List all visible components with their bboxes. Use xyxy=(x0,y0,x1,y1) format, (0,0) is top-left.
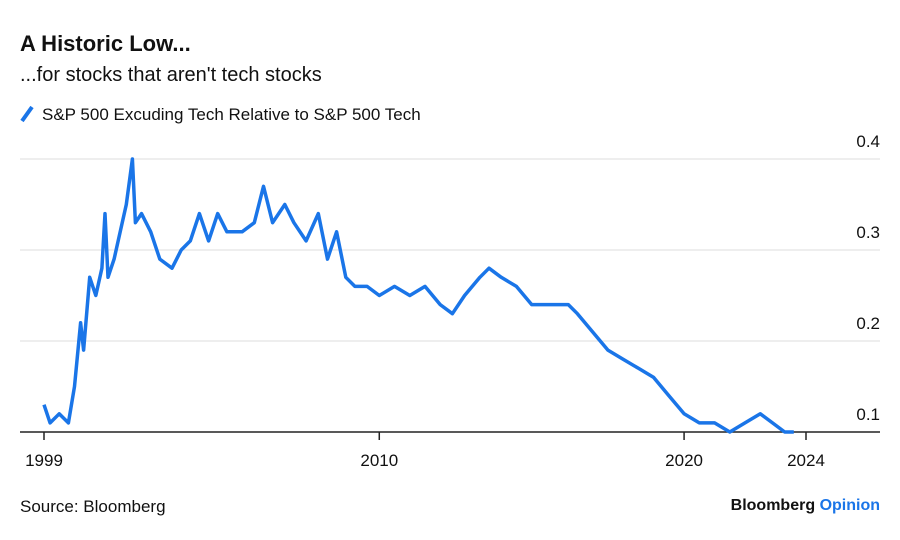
y-tick-label: 0.2 xyxy=(856,314,880,333)
chart-title: A Historic Low... xyxy=(20,31,191,56)
brand-name: Bloomberg xyxy=(731,497,815,514)
brand-suffix: Opinion xyxy=(820,497,880,514)
x-tick-label: 2020 xyxy=(665,451,703,470)
chart-subtitle: ...for stocks that aren't tech stocks xyxy=(20,64,322,86)
x-tick-label: 2024 xyxy=(787,451,825,470)
legend-label: S&P 500 Excuding Tech Relative to S&P 50… xyxy=(42,105,421,124)
source: Source: Bloomberg xyxy=(20,497,166,516)
x-tick-label: 1999 xyxy=(25,451,63,470)
y-tick-label: 0.3 xyxy=(856,223,880,242)
x-tick-label: 2010 xyxy=(360,451,398,470)
y-tick-label: 0.4 xyxy=(856,132,880,151)
y-tick-label: 0.1 xyxy=(856,405,880,424)
legend-swatch xyxy=(20,105,34,123)
brand: Bloomberg Opinion xyxy=(731,497,880,514)
data-line xyxy=(42,157,794,434)
